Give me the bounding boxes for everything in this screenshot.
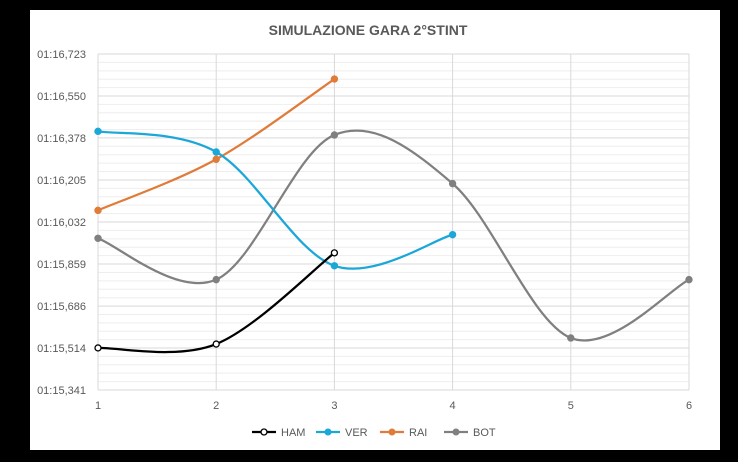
x-tick-label: 2 xyxy=(213,400,219,412)
legend-marker-ham xyxy=(260,428,268,436)
data-point-ver xyxy=(212,148,220,156)
data-point-bot xyxy=(94,234,102,242)
data-point-bot xyxy=(448,179,457,188)
x-tick-label: 3 xyxy=(331,400,337,412)
legend-label-rai: RAI xyxy=(409,427,427,439)
data-point-bot xyxy=(330,131,339,139)
data-point-ver xyxy=(448,230,457,239)
legend: HAM VER RAI BOT xyxy=(252,427,496,439)
y-tick-label: 01:16,550 xyxy=(37,91,86,103)
x-tick-label: 5 xyxy=(568,400,574,412)
axis-layer: 01:15,341 01:15,514 01:15,686 01:15,859 01:1… xyxy=(37,49,692,412)
y-tick-label: 01:15,686 xyxy=(37,301,86,313)
y-tick-label: 01:16,723 xyxy=(37,49,86,61)
legend-marker-rai xyxy=(388,428,396,436)
data-point-bot xyxy=(567,334,575,342)
data-point-bot xyxy=(685,275,693,284)
y-tick-label: 01:15,514 xyxy=(37,343,86,355)
data-point-ham xyxy=(330,249,339,257)
legend-label-ver: VER xyxy=(345,427,368,439)
data-point-ver xyxy=(94,127,102,136)
data-point-rai xyxy=(330,75,339,83)
legend-label-bot: BOT xyxy=(473,427,496,439)
y-tick-label: 01:15,341 xyxy=(37,385,86,397)
chart-title: SIMULAZIONE GARA 2°STINT xyxy=(269,22,468,38)
legend-marker-ver xyxy=(324,428,332,436)
x-tick-label: 4 xyxy=(450,400,456,412)
data-point-rai xyxy=(212,155,220,163)
x-tick-label: 6 xyxy=(686,400,692,412)
legend-label-ham: HAM xyxy=(281,427,305,439)
data-point-ham xyxy=(94,344,102,352)
data-point-ham xyxy=(212,340,220,348)
y-tick-label: 01:15,859 xyxy=(37,259,86,271)
data-point-bot xyxy=(212,275,220,284)
series-layer xyxy=(94,75,693,354)
grid-layer xyxy=(97,53,690,391)
x-tick-label: 1 xyxy=(95,400,101,412)
y-tick-label: 01:16,205 xyxy=(37,175,86,187)
y-tick-label: 01:16,378 xyxy=(37,133,86,145)
data-point-ver xyxy=(330,262,339,270)
series-line-ver xyxy=(97,130,453,270)
y-tick-label: 01:16,032 xyxy=(37,217,86,229)
data-point-rai xyxy=(94,206,102,215)
legend-marker-bot xyxy=(452,428,460,436)
